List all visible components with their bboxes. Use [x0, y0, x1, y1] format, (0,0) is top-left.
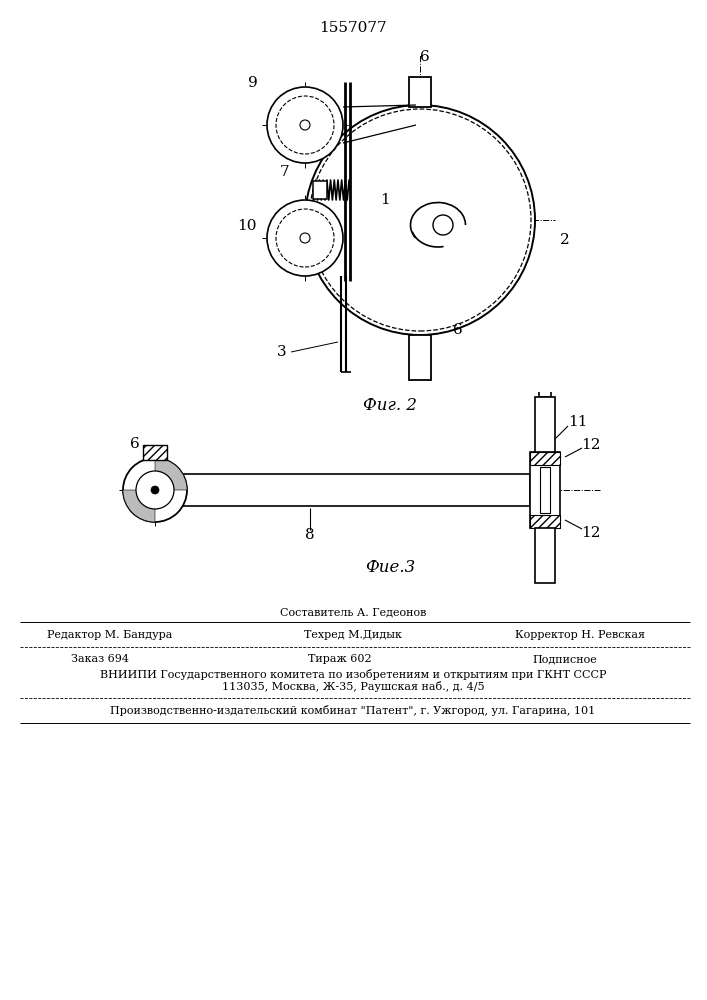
Text: 11: 11	[568, 415, 588, 429]
Text: 9: 9	[248, 76, 258, 90]
Text: Производственно-издательский комбинат "Патент", г. Ужгород, ул. Гагарина, 101: Производственно-издательский комбинат "П…	[110, 706, 595, 716]
Wedge shape	[123, 490, 155, 522]
Text: 12: 12	[581, 526, 601, 540]
Bar	[530, 452, 560, 465]
Text: 8: 8	[305, 528, 315, 542]
Circle shape	[267, 87, 343, 163]
Text: 113035, Москва, Ж-35, Раушская наб., д. 4/5: 113035, Москва, Ж-35, Раушская наб., д. …	[222, 682, 484, 692]
Text: ВНИИПИ Государственного комитета по изобретениям и открытиям при ГКНТ СССР: ВНИИПИ Государственного комитета по изоб…	[100, 668, 606, 680]
Circle shape	[151, 486, 159, 494]
Bar	[143, 445, 167, 460]
Text: 6: 6	[453, 323, 463, 337]
Text: 3: 3	[277, 345, 287, 359]
Text: Техред М.Дидык: Техред М.Дидык	[304, 630, 402, 640]
Bar	[535, 397, 555, 452]
Circle shape	[305, 105, 535, 335]
Text: Редактор М. Бандура: Редактор М. Бандура	[47, 630, 173, 640]
Bar	[175, 474, 530, 506]
Bar	[530, 452, 560, 528]
Text: 7: 7	[280, 165, 290, 179]
Circle shape	[267, 200, 343, 276]
Bar	[540, 467, 550, 513]
Circle shape	[300, 120, 310, 130]
Text: 12: 12	[581, 438, 601, 452]
Text: Составитель А. Гедеонов: Составитель А. Гедеонов	[280, 607, 426, 617]
Text: 6: 6	[420, 50, 430, 64]
Bar	[409, 335, 431, 380]
Text: 2: 2	[560, 233, 570, 247]
Circle shape	[123, 458, 187, 522]
Circle shape	[136, 471, 174, 509]
Circle shape	[433, 215, 453, 235]
Bar	[530, 515, 560, 528]
Text: 10: 10	[238, 219, 257, 233]
Wedge shape	[155, 458, 187, 490]
Text: Корректор Н. Ревская: Корректор Н. Ревская	[515, 630, 645, 640]
Bar	[535, 528, 555, 583]
Text: Фие.3: Фие.3	[365, 560, 415, 576]
Text: 1557077: 1557077	[319, 21, 387, 35]
Text: Подписное: Подписное	[532, 654, 597, 664]
Bar	[409, 77, 431, 107]
Text: Тираж 602: Тираж 602	[308, 654, 372, 664]
Circle shape	[300, 233, 310, 243]
Text: 1: 1	[380, 193, 390, 207]
Text: Фиг. 2: Фиг. 2	[363, 396, 417, 414]
Text: 6: 6	[130, 437, 140, 451]
Text: Заказ 694: Заказ 694	[71, 654, 129, 664]
Bar	[313, 181, 327, 199]
